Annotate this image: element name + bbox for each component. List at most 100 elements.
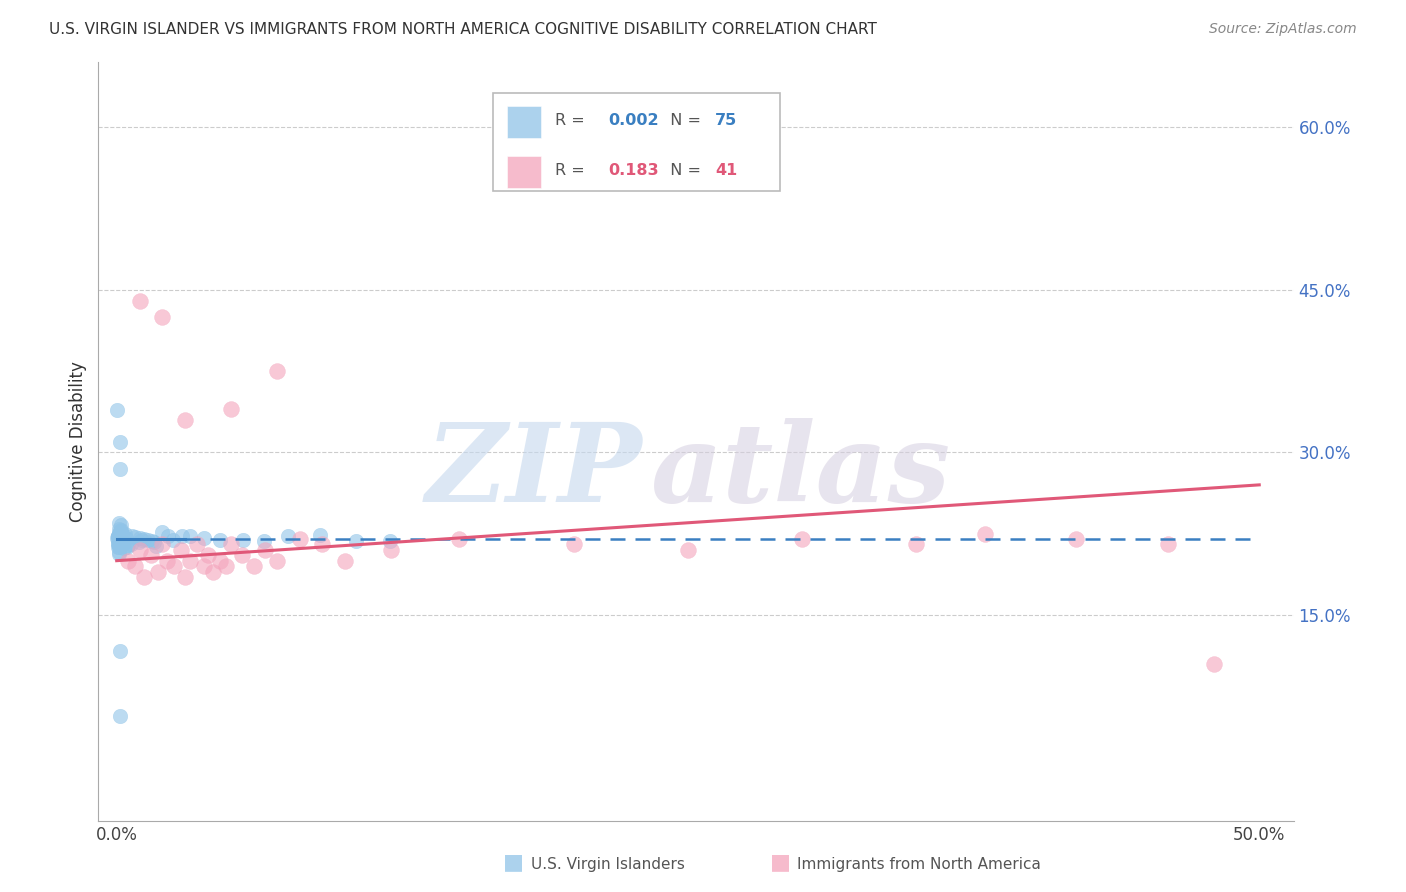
Point <box>170 529 193 543</box>
Point <box>179 529 201 543</box>
Point <box>115 540 138 554</box>
Point <box>1202 657 1225 671</box>
Point <box>131 533 153 547</box>
Point <box>108 522 131 536</box>
Point <box>277 529 299 543</box>
Point <box>108 545 131 559</box>
Point <box>107 403 129 417</box>
Point <box>253 533 276 548</box>
Point <box>162 533 184 547</box>
Point <box>201 565 224 579</box>
Point <box>111 538 134 552</box>
Point <box>197 548 219 563</box>
Point <box>1157 537 1180 551</box>
Point <box>215 559 238 574</box>
Point <box>905 537 928 551</box>
Point <box>110 523 132 537</box>
Point <box>110 524 132 539</box>
Point <box>232 533 254 547</box>
Point <box>111 527 134 541</box>
Point <box>110 529 132 543</box>
Point <box>110 435 132 450</box>
Text: ■: ■ <box>770 853 790 872</box>
Point <box>124 559 146 574</box>
Bar <box>508 105 541 137</box>
Text: 0.002: 0.002 <box>609 112 659 128</box>
Point <box>288 532 311 546</box>
FancyBboxPatch shape <box>494 93 780 191</box>
Point <box>179 554 201 568</box>
Point <box>110 526 132 541</box>
Text: ZIP: ZIP <box>426 418 643 525</box>
Point <box>108 538 131 552</box>
Point <box>108 533 131 547</box>
Point <box>143 535 166 549</box>
Point <box>676 542 699 557</box>
Point <box>114 526 136 541</box>
Point <box>219 402 242 417</box>
Point <box>193 559 215 574</box>
Point <box>208 554 231 568</box>
Point <box>136 533 159 548</box>
Text: U.S. VIRGIN ISLANDER VS IMMIGRANTS FROM NORTH AMERICA COGNITIVE DISABILITY CORRE: U.S. VIRGIN ISLANDER VS IMMIGRANTS FROM … <box>49 22 877 37</box>
Point <box>141 534 163 549</box>
Point <box>449 532 471 546</box>
Text: U.S. Virgin Islanders: U.S. Virgin Islanders <box>531 857 685 872</box>
Point <box>108 461 131 475</box>
Point <box>108 643 131 657</box>
Point <box>266 554 288 568</box>
Text: atlas: atlas <box>651 418 950 525</box>
Point <box>128 293 150 308</box>
Text: 75: 75 <box>716 112 737 128</box>
Point <box>209 533 232 547</box>
Point <box>243 559 266 574</box>
Point <box>108 527 131 541</box>
Point <box>174 570 197 584</box>
Point <box>110 527 132 541</box>
Text: R =: R = <box>555 163 595 178</box>
Point <box>152 524 174 539</box>
Point <box>128 542 150 557</box>
Text: Immigrants from North America: Immigrants from North America <box>797 857 1040 872</box>
Point <box>139 548 162 563</box>
Point <box>110 532 132 546</box>
Point <box>974 526 997 541</box>
Point <box>108 535 131 549</box>
Point <box>107 532 129 546</box>
Point <box>110 524 132 539</box>
Point <box>108 526 131 541</box>
Point <box>145 539 167 553</box>
Point <box>110 531 132 545</box>
Point <box>110 537 132 551</box>
Point <box>380 542 402 557</box>
Point <box>108 532 131 546</box>
Point <box>792 532 814 546</box>
Text: ■: ■ <box>503 853 523 872</box>
Point <box>107 525 129 540</box>
Point <box>107 529 129 543</box>
Point <box>108 528 131 542</box>
Point <box>108 708 131 723</box>
Point <box>152 537 174 551</box>
Point <box>108 528 131 542</box>
Point <box>107 529 129 543</box>
Point <box>107 529 129 543</box>
Text: 41: 41 <box>716 163 737 178</box>
Point <box>128 532 150 546</box>
Point <box>108 547 131 561</box>
Point <box>117 538 139 552</box>
Point <box>335 554 357 568</box>
Text: R =: R = <box>555 112 591 128</box>
Point <box>107 533 129 548</box>
Point <box>112 536 135 550</box>
Point <box>134 570 156 584</box>
Y-axis label: Cognitive Disability: Cognitive Disability <box>69 361 87 522</box>
Point <box>132 532 155 546</box>
Point <box>107 540 129 554</box>
Point <box>156 529 179 543</box>
Point <box>108 538 131 552</box>
Point <box>174 413 197 427</box>
Point <box>308 528 330 542</box>
Point <box>107 531 129 545</box>
Point <box>146 565 169 579</box>
